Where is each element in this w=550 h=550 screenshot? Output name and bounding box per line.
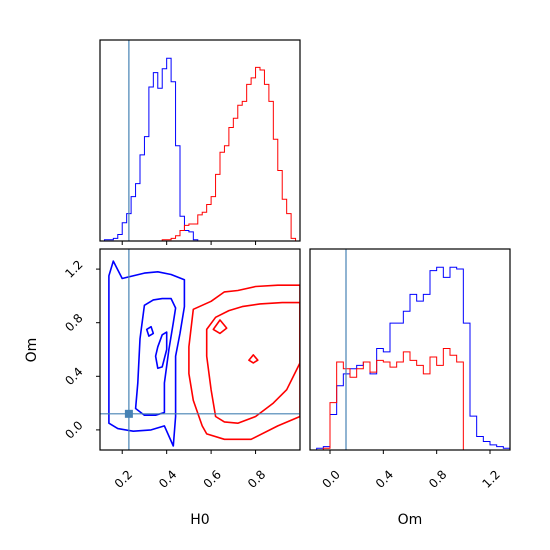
h0-histogram-panel xyxy=(99,39,301,245)
joint-panel: 0.2 0.4 0.6 0.8 0.0 0.4 0.8 1.2 H0 Om xyxy=(24,248,301,528)
om-xtick-label: 1.2 xyxy=(479,467,502,490)
contour-blue-3 xyxy=(154,331,168,370)
truth-marker xyxy=(124,409,133,418)
contour-red-3 xyxy=(248,354,259,364)
om-xtick-label: 0.0 xyxy=(319,467,342,490)
joint-xtick-label: 0.8 xyxy=(245,467,268,490)
h0-hist-frame xyxy=(99,39,301,242)
om-hist-frame xyxy=(309,248,511,451)
contour-blue-2 xyxy=(145,325,155,337)
joint-ytick-label: 1.2 xyxy=(62,257,85,280)
contour-red-2 xyxy=(212,319,228,335)
joint-ytick-label: 0.4 xyxy=(62,365,85,388)
h0-hist-blue-series xyxy=(100,57,203,242)
h0-hist-red-series xyxy=(157,66,300,242)
om-hist-blue-series xyxy=(310,266,511,451)
contour-red-0 xyxy=(188,284,300,441)
joint-ytick-label: 0.0 xyxy=(62,418,85,441)
x-axis-label-om: Om xyxy=(398,512,423,528)
contour-blue-0 xyxy=(108,260,186,447)
om-xtick-label: 0.4 xyxy=(373,467,396,490)
joint-ytick-label: 0.8 xyxy=(62,311,85,334)
om-histogram-panel: 0.0 0.4 0.8 1.2 Om xyxy=(309,248,511,528)
y-axis-label-om: Om xyxy=(24,338,40,363)
joint-xtick-label: 0.2 xyxy=(112,467,135,490)
contour-red-1 xyxy=(205,301,300,424)
om-xtick-label: 0.8 xyxy=(426,467,449,490)
joint-frame xyxy=(99,248,301,451)
om-hist-red-series xyxy=(310,347,470,451)
joint-xtick-label: 0.4 xyxy=(156,467,179,490)
x-axis-label-h0: H0 xyxy=(190,512,209,528)
joint-xtick-label: 0.6 xyxy=(201,467,224,490)
